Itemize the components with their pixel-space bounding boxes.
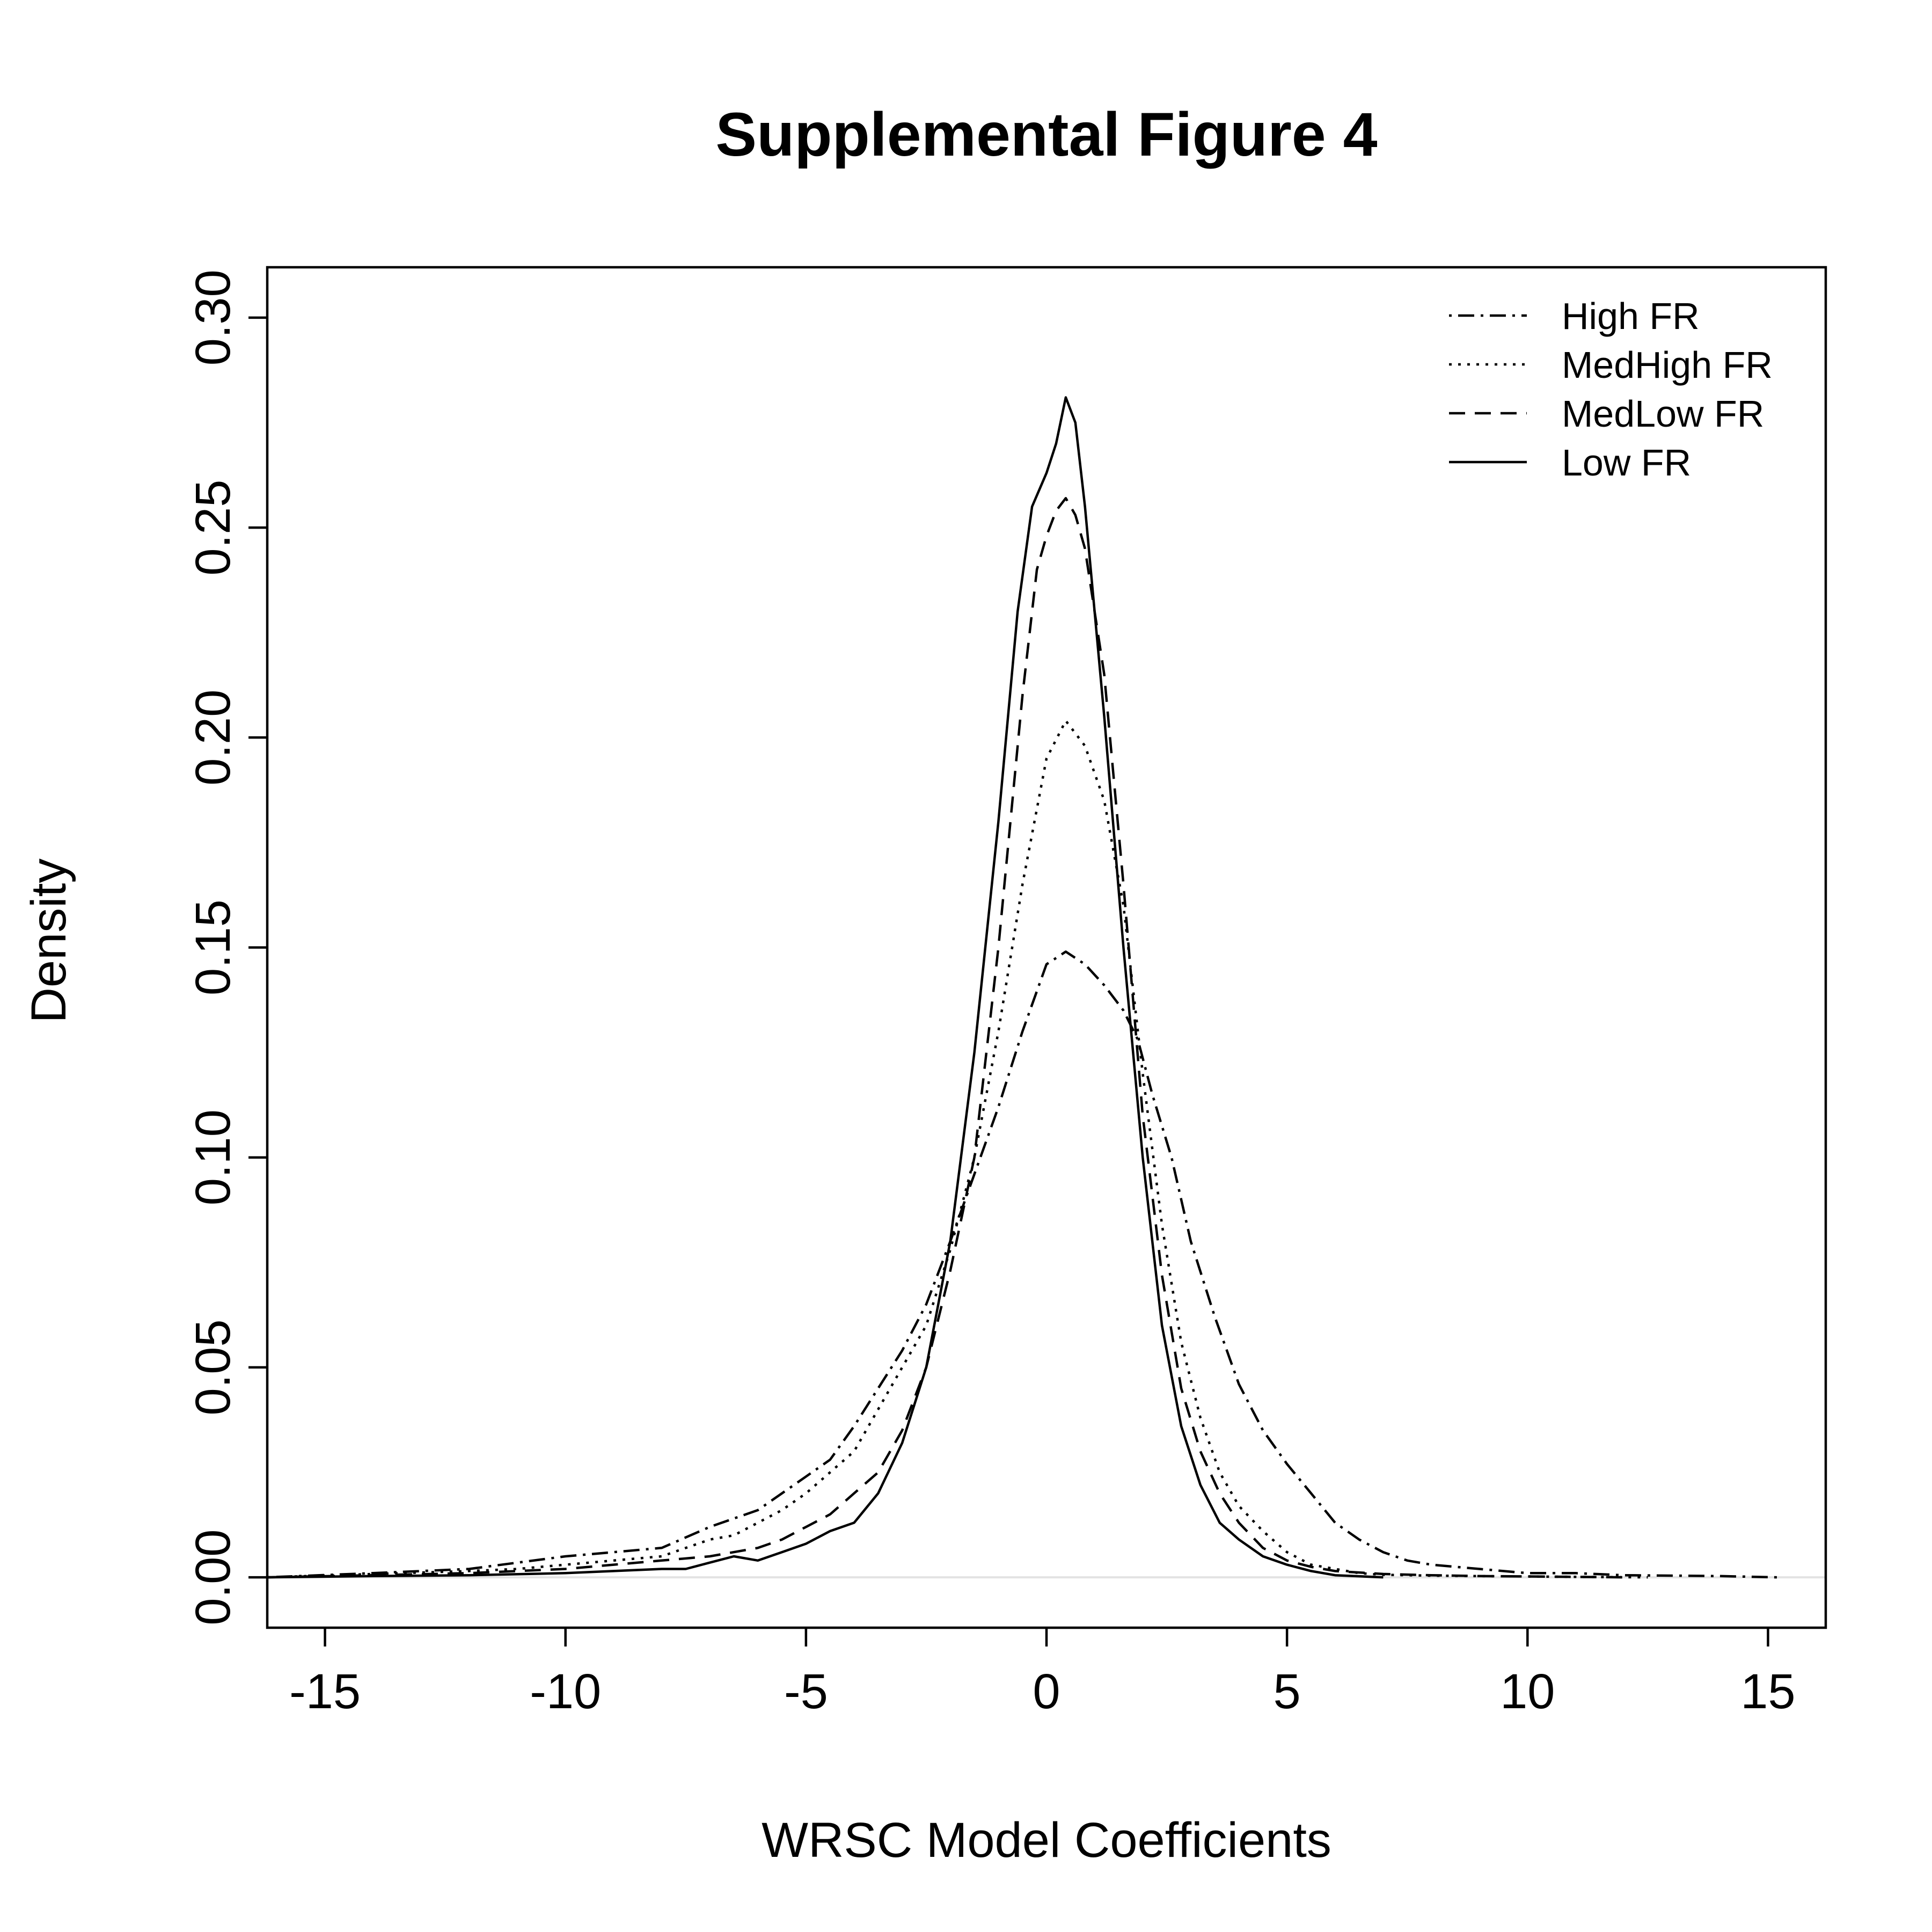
x-tick-label: -10 (530, 1664, 601, 1719)
y-tick-label: 0.05 (186, 1319, 240, 1415)
x-tick-label: 15 (1740, 1664, 1795, 1719)
legend: High FR MedHigh FR MedLow FR Low FR (1449, 295, 1773, 484)
series-line-low-fr (267, 396, 1384, 1579)
y-axis: 0.00 0.05 0.10 0.15 0.20 0.25 0.30 (186, 269, 267, 1626)
x-axis-label: WRSC Model Coefficients (762, 1813, 1331, 1868)
y-axis-label: Density (21, 859, 76, 1023)
x-axis: -15 -10 -5 0 5 10 15 (289, 1628, 1796, 1719)
series-line-medlow-fr (267, 497, 1624, 1579)
chart-title: Supplemental Figure 4 (715, 100, 1377, 169)
y-tick-label: 0.20 (186, 690, 240, 786)
series-line-high-fr (267, 950, 1778, 1579)
y-tick-label: 0.25 (186, 480, 240, 576)
x-tick-label: 5 (1274, 1664, 1301, 1719)
legend-label: MedLow FR (1562, 393, 1764, 435)
series-layer (267, 396, 1778, 1579)
series-line-medhigh-fr (267, 719, 1648, 1579)
y-tick-label: 0.00 (186, 1529, 240, 1626)
y-tick-label: 0.15 (186, 899, 240, 996)
legend-label: MedHigh FR (1562, 344, 1773, 386)
x-tick-label: -15 (289, 1664, 361, 1719)
x-tick-label: -5 (784, 1664, 828, 1719)
legend-label: Low FR (1562, 442, 1691, 484)
y-tick-label: 0.10 (186, 1109, 240, 1205)
x-tick-label: 0 (1033, 1664, 1060, 1719)
x-tick-label: 10 (1500, 1664, 1555, 1719)
y-tick-label: 0.30 (186, 269, 240, 365)
legend-label: High FR (1562, 295, 1700, 337)
